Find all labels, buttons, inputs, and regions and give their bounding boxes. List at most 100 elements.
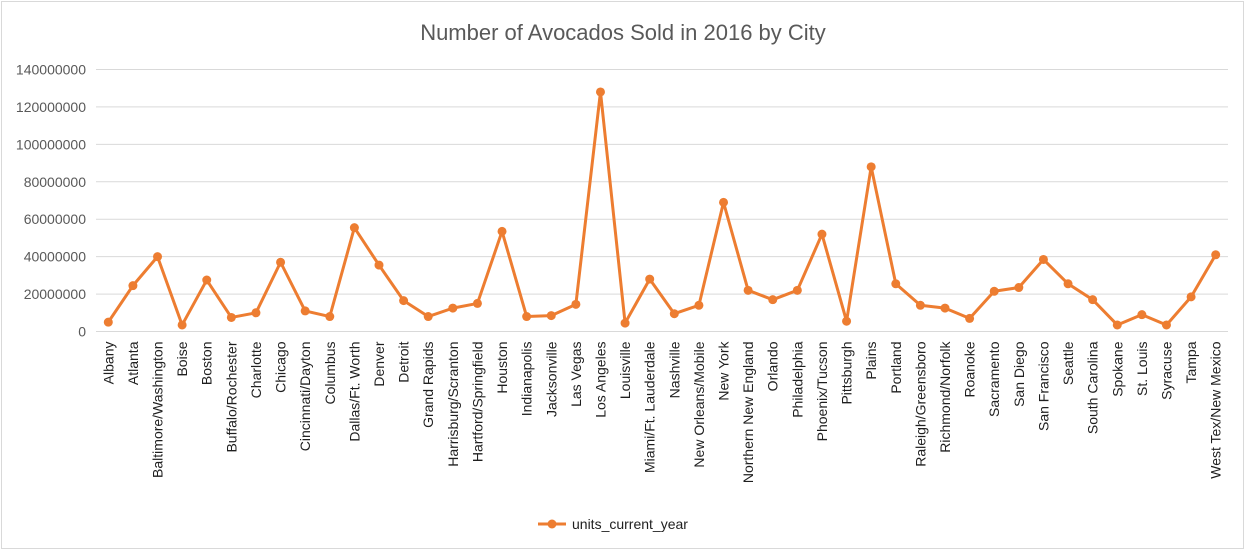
data-point xyxy=(472,298,482,308)
x-tick-label: New York xyxy=(716,341,732,401)
x-tick-label: Plains xyxy=(863,342,879,380)
x-tick-label: South Carolina xyxy=(1085,341,1101,434)
data-point xyxy=(940,303,950,313)
y-tick-label: 20000000 xyxy=(24,286,87,302)
data-point xyxy=(1112,320,1122,330)
y-tick-label: 0 xyxy=(78,324,86,340)
x-tick-label: Syracuse xyxy=(1158,341,1174,400)
x-tick-label: Sacramento xyxy=(986,341,1002,417)
series-line xyxy=(107,90,1217,327)
x-tick-label: Grand Rapids xyxy=(420,342,436,428)
x-tick-label: Denver xyxy=(371,341,387,386)
data-point xyxy=(177,320,187,330)
x-tick-label: Harrisburg/Scranton xyxy=(445,341,461,466)
x-tick-label: Charlotte xyxy=(248,341,264,398)
x-tick-label: Nashville xyxy=(666,341,682,398)
data-point xyxy=(595,87,605,97)
chart-frame: Number of Avocados Sold in 2016 by City … xyxy=(1,1,1244,549)
data-point xyxy=(497,226,507,236)
data-point xyxy=(965,313,975,323)
x-tick-label: Houston xyxy=(494,341,510,393)
x-tick-label: Pittsburgh xyxy=(839,342,855,405)
data-point xyxy=(1063,279,1073,289)
x-tick-label: Northern New England xyxy=(740,342,756,484)
data-point xyxy=(1211,250,1221,260)
data-point xyxy=(1186,292,1196,302)
x-tick-label: Buffalo/Rochester xyxy=(223,341,239,452)
x-tick-label: Albany xyxy=(100,342,116,385)
data-point xyxy=(300,306,310,316)
data-point xyxy=(325,312,335,322)
x-tick-label: Baltimore/Washington xyxy=(150,342,166,478)
gridlines xyxy=(96,69,1228,332)
x-tick-label: Raleigh/Greensboro xyxy=(912,341,928,467)
x-tick-label: West Tex/New Mexico xyxy=(1208,341,1224,478)
x-tick-label: San Diego xyxy=(1011,341,1027,407)
data-point xyxy=(1014,283,1024,293)
y-tick-label: 120000000 xyxy=(16,99,86,115)
data-point xyxy=(915,300,925,310)
data-point xyxy=(1161,320,1171,330)
series-layer xyxy=(103,87,1221,330)
data-point xyxy=(817,229,827,239)
data-point xyxy=(645,274,655,284)
x-tick-label: Boise xyxy=(174,341,190,376)
data-point xyxy=(128,281,138,291)
data-point xyxy=(349,223,359,233)
y-tick-label: 140000000 xyxy=(16,62,86,78)
data-point xyxy=(522,312,532,322)
y-tick-label: 60000000 xyxy=(24,211,87,227)
x-tick-label: Seattle xyxy=(1060,341,1076,385)
data-point xyxy=(694,300,704,310)
data-point xyxy=(792,285,802,295)
x-tick-label: Atlanta xyxy=(125,341,141,385)
y-tick-label: 80000000 xyxy=(24,174,87,190)
x-tick-label: Indianapolis xyxy=(519,342,535,417)
data-point xyxy=(276,257,286,267)
x-tick-label: San Francisco xyxy=(1035,341,1051,431)
x-tick-label: Los Angeles xyxy=(592,342,608,418)
data-point xyxy=(202,275,212,285)
legend: units_current_year xyxy=(538,516,688,532)
x-tick-label: Jacksonville xyxy=(543,341,559,417)
data-point xyxy=(669,309,679,319)
x-tick-label: New Orleans/Mobile xyxy=(691,341,707,467)
x-tick-label: Orlando xyxy=(765,341,781,391)
x-tick-label: Las Vegas xyxy=(568,342,584,407)
x-tick-label: Spokane xyxy=(1109,341,1125,396)
y-axis-ticks: 0 20000000 40000000 60000000 80000000 1000000… xyxy=(16,62,86,340)
x-tick-label: Detroit xyxy=(396,341,412,382)
data-point xyxy=(153,252,163,262)
data-point xyxy=(399,296,409,306)
data-point xyxy=(1088,295,1098,305)
data-point xyxy=(226,312,236,322)
x-tick-label: Dallas/Ft. Worth xyxy=(346,342,362,442)
data-point xyxy=(768,295,778,305)
x-axis-ticks: Albany Atlanta Baltimore/Washington Boise Bo… xyxy=(100,341,1223,484)
data-point xyxy=(866,162,876,172)
data-point xyxy=(251,308,261,318)
x-tick-label: St. Louis xyxy=(1134,342,1150,396)
data-point xyxy=(571,299,581,309)
legend-marker-swatch xyxy=(547,519,557,529)
x-tick-label: Portland xyxy=(888,342,904,394)
x-tick-label: Chicago xyxy=(273,341,289,393)
x-tick-label: Boston xyxy=(199,342,215,386)
x-tick-label: Roanoke xyxy=(962,341,978,397)
data-point xyxy=(1137,310,1147,320)
y-tick-label: 40000000 xyxy=(24,249,87,265)
x-tick-label: Phoenix/Tucson xyxy=(814,342,830,442)
x-tick-label: Hartford/Springfield xyxy=(469,342,485,463)
legend-label: units_current_year xyxy=(572,516,688,532)
x-tick-label: Miami/Ft. Lauderdale xyxy=(642,341,658,473)
x-tick-label: Louisville xyxy=(617,341,633,399)
data-point xyxy=(891,279,901,289)
y-tick-label: 100000000 xyxy=(16,136,86,152)
x-tick-label: Richmond/Norfolk xyxy=(937,341,953,453)
data-point xyxy=(103,317,113,327)
chart-title: Number of Avocados Sold in 2016 by City xyxy=(420,20,826,45)
data-point xyxy=(448,303,458,313)
x-tick-label: Tampa xyxy=(1183,341,1199,383)
x-tick-label: Cincinnati/Dayton xyxy=(297,342,313,452)
data-point xyxy=(842,316,852,326)
